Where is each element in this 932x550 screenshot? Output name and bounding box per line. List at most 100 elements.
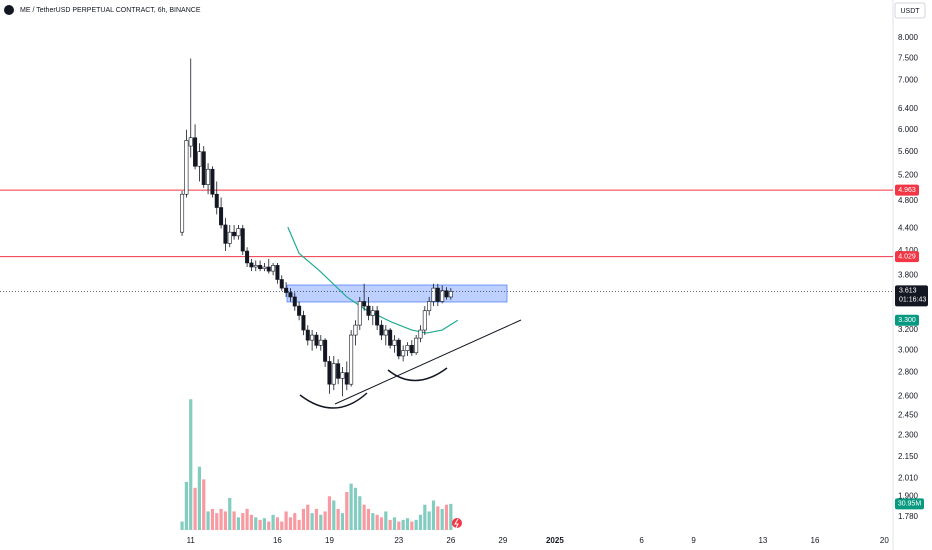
candle-body [401,350,406,357]
price-label: 4.963 [898,187,916,194]
candle-body [193,137,198,167]
ma-label: 3.300 [898,317,916,324]
volume-bar [275,517,280,530]
volume-bar [449,503,453,530]
x-tick-label: 20 [880,536,889,545]
candle-body [336,363,341,379]
candle-body [266,266,271,272]
volume-label: 30.95M [898,501,922,508]
volume-bar [241,513,245,530]
volume-bar [340,513,345,530]
candle-body [414,337,419,354]
event-icon[interactable] [452,518,462,528]
x-tick-label: 13 [758,536,767,545]
x-tick-label: 23 [394,536,403,545]
volume-bar [301,508,306,530]
candle-body [240,228,245,252]
volume-bar [397,521,401,530]
volume-bar [332,500,336,530]
y-tick-label: 3.000 [898,346,919,355]
candle-body [314,334,319,346]
candle-body [375,310,380,326]
volume-bar [297,519,301,530]
candle-body [219,207,224,226]
y-tick-label: 5.200 [898,170,919,179]
volume-bar [254,517,258,530]
volume-bar [228,497,232,530]
volume-bar [236,517,241,530]
volume-bar [219,508,223,530]
volume-bar [288,517,293,530]
y-tick-label: 1.780 [898,512,919,521]
volume-bar [306,504,310,530]
candle-body [201,151,206,185]
arc [299,392,368,409]
volume-bar [327,496,332,530]
candle-body [227,231,232,244]
candle-body [245,250,250,264]
volume-bar [371,513,375,530]
candle-body [305,329,310,341]
volume-bar [232,511,236,530]
zone [286,284,508,303]
ma-label-bg [895,314,919,326]
last-price-label: 3.613 [899,288,917,295]
candle-body [366,305,371,316]
volume-bar [444,504,449,530]
y-tick-label: 7.500 [898,54,919,63]
volume-bar [184,481,189,530]
y-tick-label: 8.000 [898,33,919,42]
x-tick-label: 26 [446,536,455,545]
candle-body [409,345,414,354]
x-tick-label: 11 [187,536,196,545]
candle-body [349,334,354,385]
volume-bar [314,508,319,530]
volume-bar [436,506,440,530]
volume-bar [353,487,358,530]
volume-bar [271,514,275,530]
volume-bar [223,511,228,530]
candle-body [427,301,432,312]
y-tick-label: 5.600 [898,147,919,156]
candle-body [327,361,332,385]
candle-body [344,372,349,385]
candle-body [362,301,367,307]
candle-body [284,287,289,293]
candle-body [435,287,440,302]
x-tick-label: 29 [498,536,507,545]
x-tick-label: 6 [639,536,644,545]
volume-bar [362,504,366,530]
candle-body [440,290,445,302]
arc [387,367,448,382]
volume-bar [358,496,362,530]
candle-body [279,279,284,289]
candle-body [258,265,263,269]
candle-body [418,329,423,339]
volume-bar [319,514,323,530]
currency[interactable]: USDT [900,8,920,15]
candle-body [318,339,323,346]
volume-bar [280,521,284,530]
volume-bar [336,508,340,530]
y-tick-label: 2.800 [898,368,919,377]
y-tick-label: 3.800 [898,270,919,279]
y-tick-label: 2.450 [898,410,919,419]
candle-body [388,329,393,346]
volume-bar [431,500,436,530]
candle-body [275,265,280,280]
last-price-bg [895,285,928,307]
candle-body [379,324,384,336]
candle-body [197,151,202,167]
candle-body [223,224,228,244]
volume-bar [202,479,206,530]
candle-body [405,345,410,351]
y-tick-label: 2.010 [898,473,919,482]
volume-bar [323,511,327,530]
volume-bar [388,519,392,530]
currency-box[interactable] [894,2,926,19]
y-tick-label: 3.200 [898,325,919,334]
trend-line [334,319,522,405]
candle-body [253,265,258,268]
volume-bar [189,399,193,530]
